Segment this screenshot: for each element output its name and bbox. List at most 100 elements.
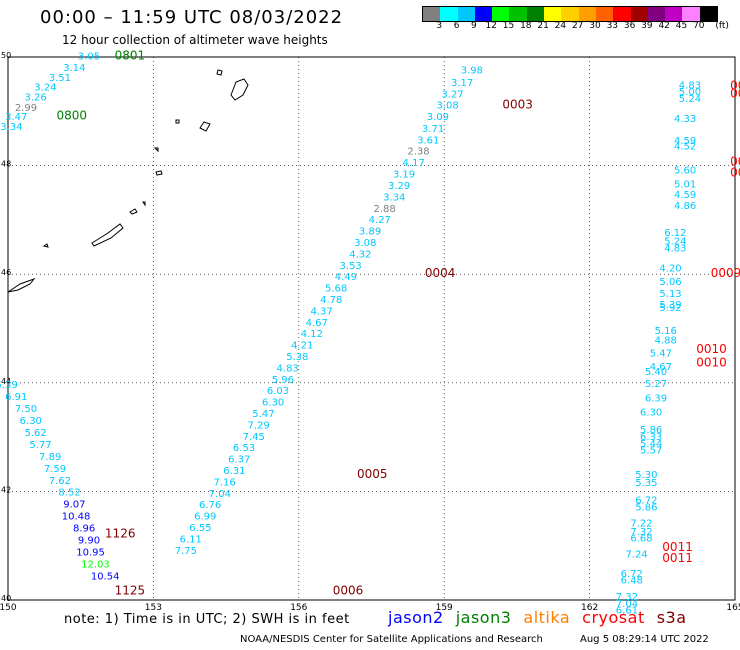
color-swatch bbox=[613, 7, 631, 21]
wave-height-value: 3.89 bbox=[359, 227, 381, 238]
wave-height-value: 6.12 bbox=[664, 228, 686, 239]
coastline bbox=[216, 69, 223, 76]
color-scale-tick-label: 39 bbox=[641, 21, 653, 31]
pass-time-label: 1125 bbox=[115, 584, 146, 598]
color-swatch bbox=[561, 7, 579, 21]
wave-height-value: 4.59 bbox=[674, 190, 696, 201]
lon-tick-label: 156 bbox=[290, 603, 307, 613]
wave-height-value: 4.59 bbox=[674, 136, 696, 147]
wave-height-value: 5.24 bbox=[679, 94, 701, 105]
wave-height-value: 4.52 bbox=[674, 141, 696, 152]
wave-height-value: 5.06 bbox=[659, 277, 681, 288]
legend-item-altika: altika bbox=[523, 608, 571, 627]
wave-height-value: 7.59 bbox=[44, 464, 66, 475]
color-scale-tick-label: 42 bbox=[658, 21, 670, 31]
color-scale-tick-label: 3 bbox=[436, 21, 443, 31]
wave-height-value: 6.30 bbox=[640, 407, 662, 418]
credit-footer: NOAA/NESDIS Center for Satellite Applica… bbox=[240, 634, 543, 645]
wave-height-value: 5.01 bbox=[674, 179, 696, 190]
wave-height-value: 7.45 bbox=[243, 432, 265, 443]
wave-height-value: 4.12 bbox=[301, 329, 323, 340]
coastline bbox=[91, 223, 124, 247]
wave-height-value: 6.37 bbox=[228, 455, 250, 466]
lat-tick-label: 50 bbox=[1, 51, 11, 60]
coastline bbox=[7, 277, 36, 293]
wave-height-value: 7.50 bbox=[15, 404, 37, 415]
color-scale-tick-label: 9 bbox=[471, 21, 477, 31]
pass-time-label: 0009 bbox=[711, 266, 740, 280]
pass-time-label: 0801 bbox=[115, 49, 146, 63]
wave-height-value: 6.76 bbox=[199, 500, 221, 511]
wave-height-value: 3.14 bbox=[63, 63, 85, 74]
wave-height-value: 6.33 bbox=[640, 432, 662, 443]
wave-height-value: 5.60 bbox=[674, 166, 696, 177]
color-scale-tick-label: 45 bbox=[675, 21, 688, 31]
wave-height-value: 7.62 bbox=[49, 476, 71, 487]
color-scale-labels: 3 6 9 12 15 18 21 24 27 30 33 36 39 42 45 70 (ft) bbox=[422, 21, 740, 33]
wave-height-value: 6.31 bbox=[223, 466, 245, 477]
wave-height-value: 3.27 bbox=[441, 90, 463, 101]
coastline bbox=[42, 243, 49, 248]
color-scale-tick-label: 6 bbox=[453, 21, 460, 31]
wave-height-value: 5.77 bbox=[29, 440, 51, 451]
map-title: 00:00 – 11:59 UTC 08/03/2022 bbox=[40, 7, 344, 28]
coastline bbox=[230, 78, 249, 101]
pass-time-label: 0003 bbox=[502, 98, 533, 112]
wave-height-value: 3.08 bbox=[354, 238, 376, 249]
wave-height-value: 5.13 bbox=[659, 289, 681, 300]
color-swatch bbox=[647, 7, 666, 21]
footnote: note: 1) Time is in UTC; 2) SWH is in fe… bbox=[64, 612, 350, 627]
wave-height-value: 5.62 bbox=[25, 428, 47, 439]
lon-tick-label: 165 bbox=[726, 603, 740, 613]
lat-tick-label: 46 bbox=[1, 268, 11, 277]
pass-time-label: 0011 bbox=[662, 551, 693, 565]
lat-tick-label: 42 bbox=[1, 485, 11, 494]
wave-height-value: 4.37 bbox=[310, 306, 332, 317]
color-swatch bbox=[630, 7, 648, 21]
lon-tick-label: 153 bbox=[145, 603, 162, 613]
wave-height-value: 6.72 bbox=[621, 569, 643, 580]
wave-height-value: 5.47 bbox=[650, 349, 672, 360]
wave-height-value: 4.67 bbox=[650, 362, 672, 373]
color-scale-unit: (ft) bbox=[715, 21, 729, 31]
satellite-legend: jason2 jason3 altika cryosat s3a bbox=[388, 608, 699, 627]
pass-time-label: 0011 bbox=[662, 540, 693, 554]
wave-height-value: 3.34 bbox=[383, 192, 405, 203]
color-scale-tick-label: 24 bbox=[554, 21, 567, 31]
wave-height-value: 5.40 bbox=[645, 367, 667, 378]
color-swatch bbox=[665, 7, 683, 21]
coastline bbox=[155, 170, 163, 176]
wave-height-value: 4.27 bbox=[369, 215, 391, 226]
wave-height-value: 10.48 bbox=[62, 512, 91, 523]
wave-height-value: 3.17 bbox=[451, 78, 473, 89]
wave-height-value: 3.26 bbox=[25, 92, 47, 103]
wave-height-value: 3.98 bbox=[461, 65, 483, 76]
wave-height-value: 3.08 bbox=[436, 101, 458, 112]
pass-time-label: 0005 bbox=[357, 467, 388, 481]
color-scale-tick-label: 36 bbox=[623, 21, 636, 31]
color-scale-tick-label: 18 bbox=[520, 21, 532, 31]
lon-tick-label: 150 bbox=[0, 603, 17, 613]
wave-height-value: 5.39 bbox=[0, 380, 18, 391]
wave-height-value: 4.49 bbox=[335, 272, 357, 283]
lon-tick-label: 162 bbox=[581, 603, 598, 613]
color-swatch bbox=[595, 7, 614, 21]
wave-height-value: 5.38 bbox=[286, 352, 308, 363]
wave-height-value: 7.32 bbox=[630, 527, 652, 538]
color-swatch bbox=[474, 7, 493, 21]
wave-height-value: 4.33 bbox=[674, 114, 696, 125]
wave-height-value: 4.17 bbox=[403, 158, 425, 169]
wave-height-value: 6.99 bbox=[194, 512, 216, 523]
wave-height-value: 4.83 bbox=[679, 80, 701, 91]
wave-height-value: 7.32 bbox=[616, 592, 638, 603]
wave-height-value: 4.88 bbox=[655, 336, 677, 347]
plot-frame bbox=[7, 56, 736, 601]
color-scale-tick-label: 30 bbox=[589, 21, 601, 31]
pass-time-label: 0004 bbox=[425, 266, 456, 280]
wave-height-value: 4.32 bbox=[349, 249, 371, 260]
wave-height-value: 5.44 bbox=[640, 439, 662, 450]
wave-height-value: 5.39 bbox=[659, 300, 681, 311]
wave-height-value: 3.09 bbox=[427, 112, 449, 123]
pass-time-label: 0008 bbox=[730, 155, 740, 169]
